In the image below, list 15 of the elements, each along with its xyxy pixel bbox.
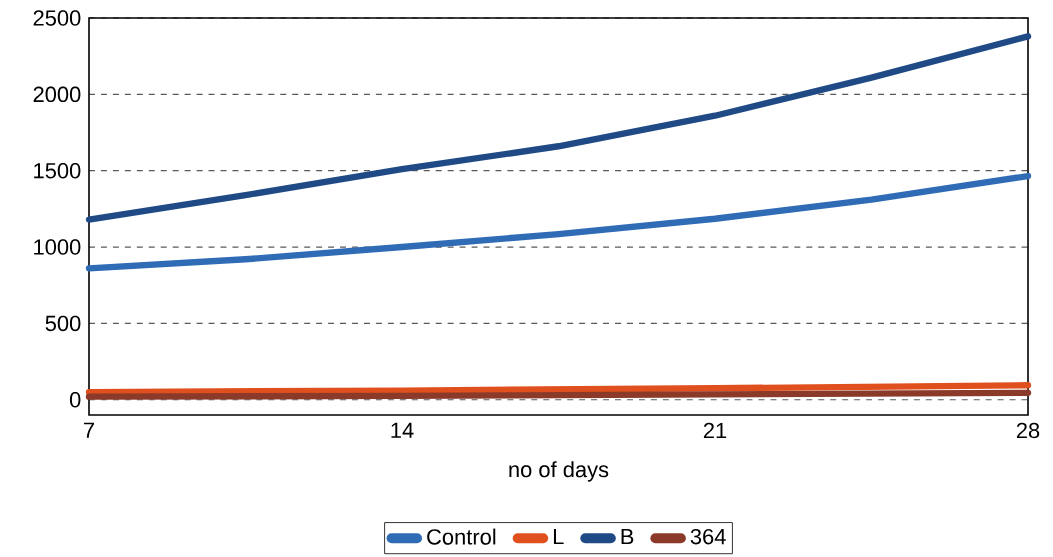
legend-label: B (621, 528, 634, 545)
x-tick-label: 21 (703, 422, 727, 439)
x-tick-label: 28 (1016, 422, 1040, 439)
y-tick-label: 2000 (33, 86, 81, 103)
legend-label: L (553, 528, 564, 545)
legend-label: Control (427, 528, 496, 545)
legend-label: 364 (690, 528, 726, 545)
x-axis-title: no of days (509, 461, 609, 482)
x-tick-label: 7 (84, 422, 94, 438)
x-tick-label: 14 (391, 422, 414, 438)
y-tick-label: 1000 (34, 239, 81, 255)
y-tick-label: 0 (69, 391, 81, 408)
y-tick-label: 1500 (34, 162, 81, 179)
y-tick-label: 500 (45, 315, 81, 332)
y-tick-label: 2500 (33, 10, 81, 26)
